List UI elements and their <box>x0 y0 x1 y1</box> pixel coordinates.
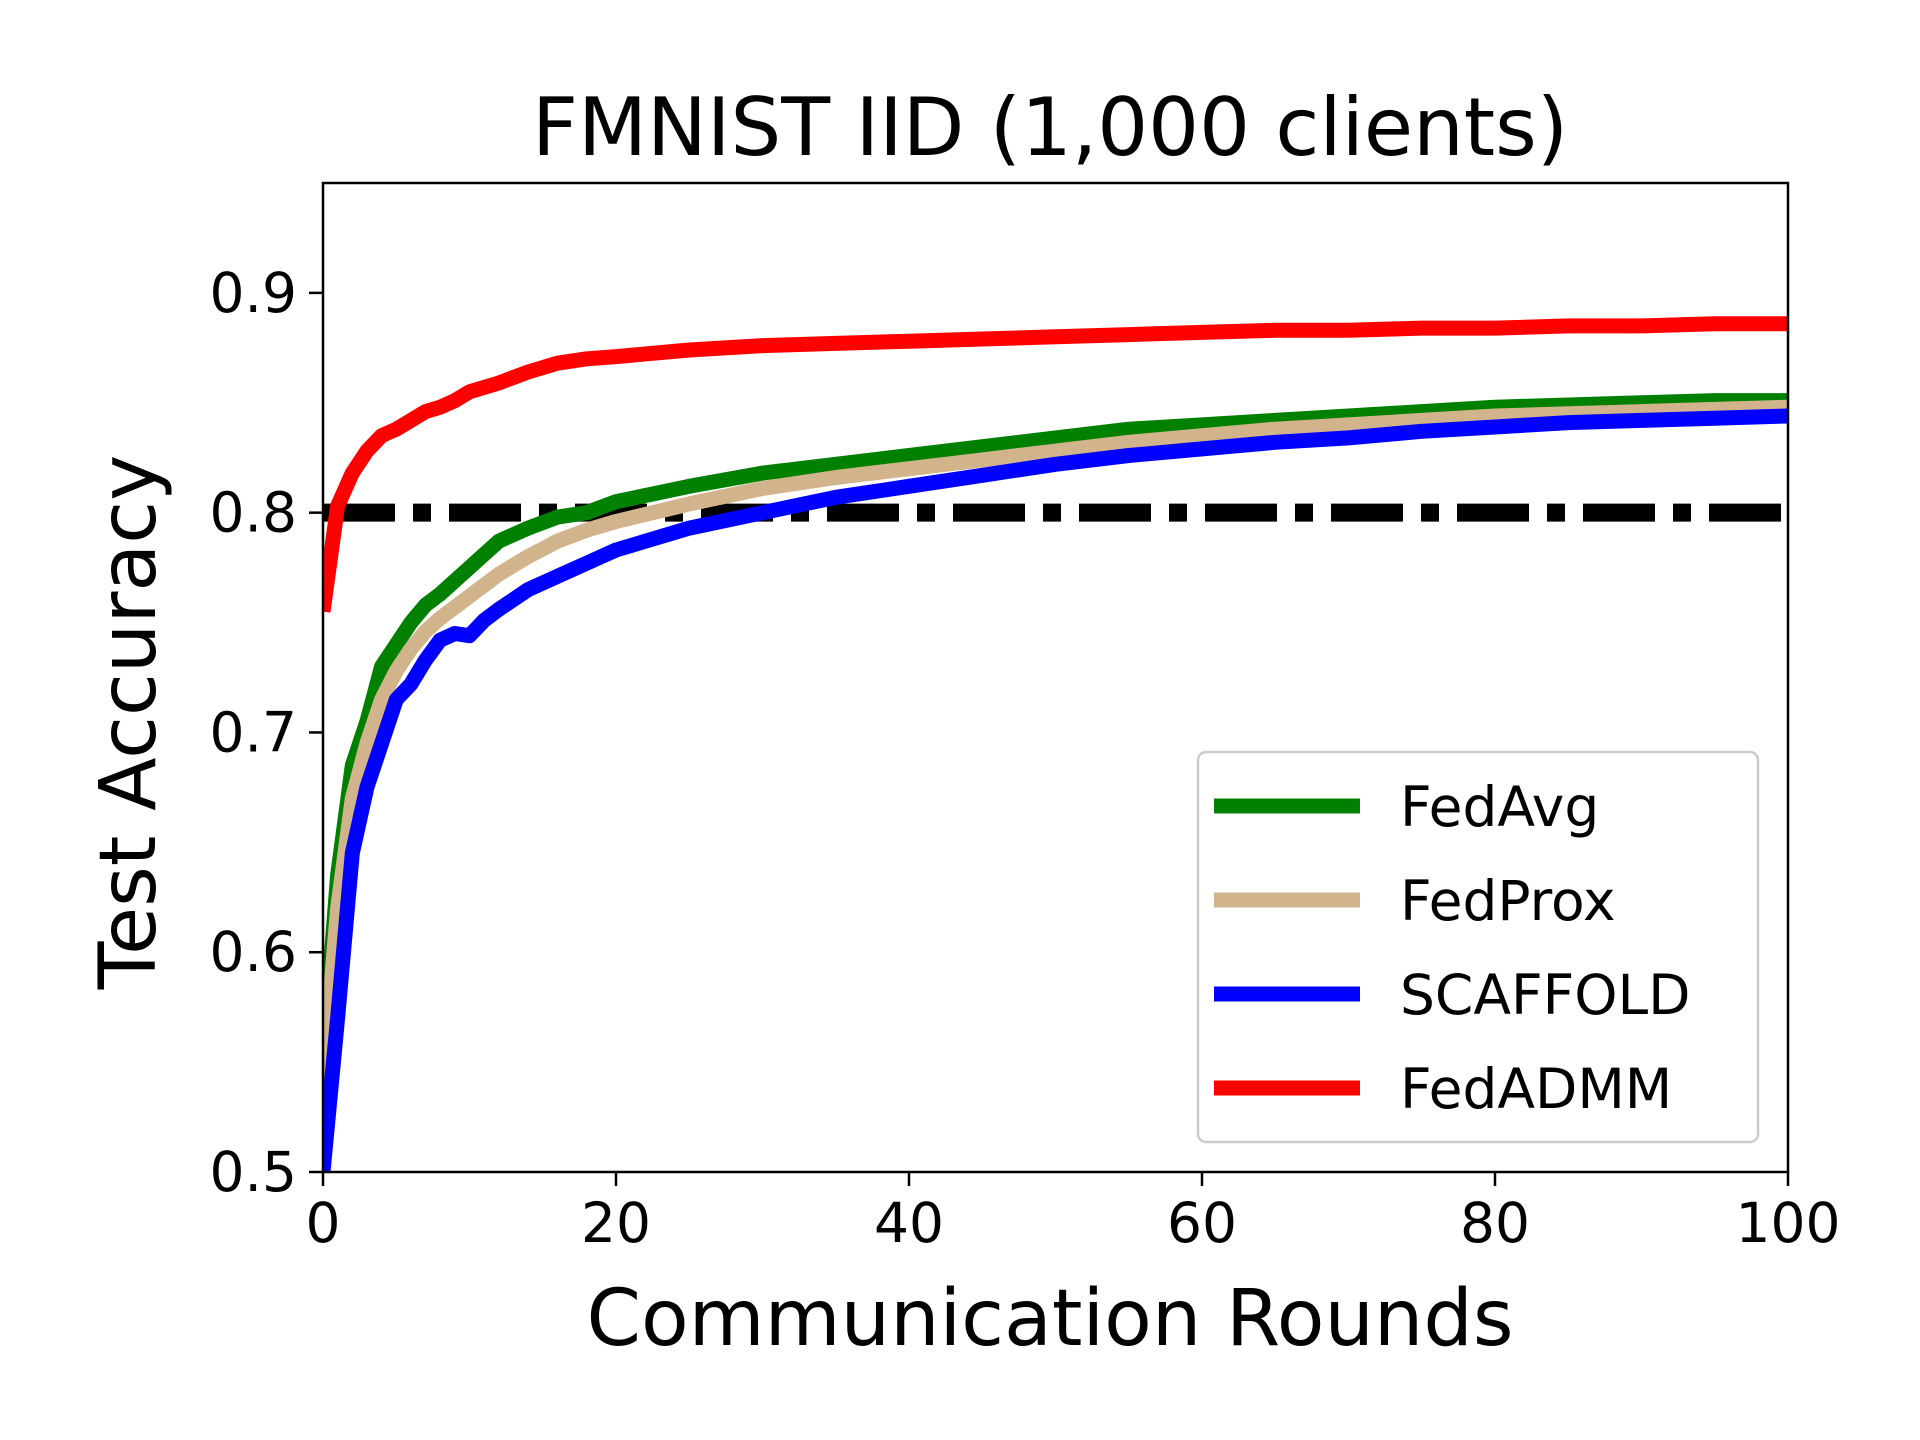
legend-label-fedavg: FedAvg <box>1400 775 1599 839</box>
y-tick-label: 0.6 <box>210 920 297 984</box>
y-tick-label: 0.8 <box>210 481 297 545</box>
y-tick-label: 0.5 <box>210 1140 297 1204</box>
series-line-fedadmm <box>323 316 1788 613</box>
x-tick-label: 80 <box>1460 1191 1530 1255</box>
series-line-fedavg <box>323 393 1788 1063</box>
series-line-fedprox <box>323 399 1788 1085</box>
legend: FedAvg FedProx SCAFFOLD FedADMM <box>1196 750 1760 1144</box>
x-tick-label: 60 <box>1167 1191 1237 1255</box>
series-line-scaffold <box>323 408 1788 1172</box>
x-tick-label: 20 <box>581 1191 651 1255</box>
axes-frame <box>321 181 1790 1174</box>
legend-label-scaffold: SCAFFOLD <box>1400 963 1691 1027</box>
y-axis-label: Test Accuracy <box>84 455 174 991</box>
x-tick-label: 100 <box>1736 1191 1841 1255</box>
x-tick-label: 0 <box>306 1191 341 1255</box>
plot-area <box>321 181 1790 1174</box>
chart-title: FMNIST IID (1,000 clients) <box>532 81 1568 174</box>
axis-ticks: 0 20 40 60 80 100 0.5 0.6 0.7 0.8 0.9 <box>210 261 1841 1255</box>
legend-label-fedadmm: FedADMM <box>1400 1057 1672 1121</box>
y-tick-label: 0.9 <box>210 261 297 325</box>
y-tick-label: 0.7 <box>210 700 297 764</box>
legend-label-fedprox: FedProx <box>1400 869 1616 933</box>
x-tick-label: 40 <box>874 1191 944 1255</box>
x-axis-label: Communication Rounds <box>586 1274 1513 1364</box>
legend-box <box>1196 750 1760 1144</box>
